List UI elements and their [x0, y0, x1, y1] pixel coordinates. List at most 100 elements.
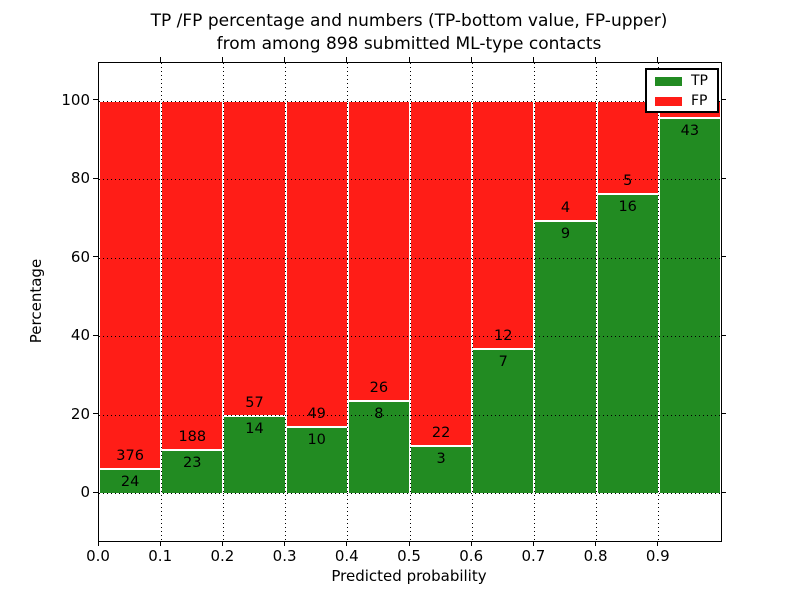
- x-tick-mark: [595, 541, 597, 546]
- bar-count-label-fp: 26: [369, 379, 389, 396]
- x-tick-mark: [470, 541, 472, 546]
- x-tick-mark: [284, 541, 286, 546]
- x-tick-label: 0.1: [148, 547, 173, 565]
- x-tick-mark-top: [284, 57, 286, 62]
- tp-legend-swatch-icon: [655, 77, 682, 86]
- bar-segment-tp: [596, 193, 659, 493]
- x-tick-mark: [532, 541, 534, 546]
- chart-title-line2: from among 898 submitted ML-type contact…: [216, 34, 602, 54]
- bar-segment-tp: [658, 117, 721, 493]
- chart-title-line1: TP /FP percentage and numbers (TP-bottom…: [150, 11, 668, 31]
- gridline-vertical: [471, 63, 473, 541]
- bar-segment-tp: [285, 426, 348, 493]
- x-tick-mark: [346, 541, 348, 546]
- gridline-vertical: [658, 63, 660, 541]
- gridline-vertical: [596, 63, 598, 541]
- bar-count-label-tp: 23: [183, 455, 202, 472]
- bar-count-label-fp: 22: [431, 424, 451, 441]
- bar-count-label-fp: 12: [494, 327, 513, 344]
- x-tick-label: 0.3: [272, 547, 297, 565]
- x-tick-mark: [657, 541, 659, 546]
- y-tick-mark: [93, 99, 98, 100]
- bar-segment-fp: [596, 100, 659, 194]
- bar-count-label-tp: 3: [436, 450, 446, 467]
- bar-segment-tp: [223, 415, 286, 493]
- y-tick-mark-right: [721, 413, 726, 414]
- y-tick-mark-right: [721, 99, 726, 100]
- y-tick-label: 0: [80, 483, 90, 501]
- y-axis-label: Percentage: [27, 258, 45, 344]
- bar-count-label-tp: 24: [120, 474, 140, 491]
- bar-segment-tp: [472, 348, 535, 493]
- x-tick-label: 0.0: [86, 547, 110, 565]
- x-tick-mark-top: [595, 57, 597, 62]
- y-tick-mark: [93, 334, 98, 336]
- y-tick-mark-right: [721, 334, 726, 336]
- x-tick-mark: [97, 541, 99, 546]
- bar-count-label-fp: 376: [116, 448, 144, 465]
- bar-segment-tp: [347, 400, 410, 493]
- bar-segment-tp: [99, 469, 162, 493]
- legend-label-tp: TP: [691, 73, 708, 89]
- bar-segment-fp: [285, 100, 348, 427]
- y-tick-mark: [93, 413, 98, 414]
- bar-count-label-fp: 4: [560, 200, 571, 217]
- gridline-vertical: [409, 63, 411, 541]
- x-tick-label: 0.8: [583, 547, 608, 565]
- bar-segment-tp: [534, 221, 597, 493]
- x-tick-mark-top: [408, 57, 410, 62]
- bar-count-label-fp: 49: [307, 405, 326, 422]
- y-tick-label: 100: [61, 90, 90, 109]
- x-tick-label: 0.5: [397, 547, 421, 565]
- legend-label-fp: FP: [691, 93, 708, 109]
- y-tick-mark-right: [721, 491, 726, 493]
- plot-area: 376 24 188 23 57 14 49 10 26 8 22 3 12 7 4 9 5 16 43: [98, 62, 722, 542]
- bar-segment-fp: [347, 100, 410, 401]
- y-tick-mark-right: [721, 256, 726, 257]
- x-tick-mark-top: [532, 57, 534, 62]
- y-tick-mark: [93, 256, 98, 257]
- bar-count-label-tp: 8: [374, 405, 384, 422]
- bar-count-label-fp: 5: [623, 172, 633, 189]
- gridline-vertical: [347, 63, 349, 541]
- legend-row-fp: FP: [647, 93, 717, 109]
- bar-count-label-tp: 43: [680, 122, 700, 139]
- x-tick-mark-top: [657, 57, 659, 62]
- bar-count-label-fp: 188: [178, 429, 207, 446]
- x-tick-mark-top: [159, 57, 161, 62]
- gridline-vertical: [533, 63, 535, 541]
- x-tick-label: 0.7: [521, 547, 546, 565]
- bar-count-label-tp: 7: [498, 353, 508, 370]
- y-tick-mark: [93, 177, 98, 179]
- bar-segment-fp: [410, 100, 473, 446]
- x-tick-label: 0.6: [459, 547, 484, 565]
- bar-segment-tp: [410, 445, 473, 493]
- x-tick-mark-top: [470, 57, 472, 62]
- bar-count-label-tp: 14: [245, 420, 264, 437]
- bar-count-label-fp: 57: [245, 394, 264, 411]
- y-tick-label: 20: [70, 404, 90, 423]
- y-tick-label: 60: [70, 247, 90, 266]
- bar-count-label-tp: 10: [307, 431, 326, 448]
- fp-legend-swatch-icon: [655, 97, 682, 106]
- gridline-vertical: [222, 63, 224, 541]
- bar-count-label-tp: 16: [618, 198, 637, 215]
- bar-segment-fp: [161, 100, 224, 451]
- x-tick-mark-top: [221, 57, 223, 62]
- x-tick-mark-top: [346, 57, 348, 62]
- y-tick-mark: [93, 491, 98, 493]
- y-tick-label: 40: [70, 326, 90, 344]
- y-tick-label: 80: [70, 169, 90, 187]
- x-tick-label: 0.2: [210, 547, 235, 565]
- bar-segment-tp: [161, 450, 224, 493]
- x-tick-mark: [221, 541, 223, 546]
- x-tick-mark: [408, 541, 410, 546]
- x-axis-label: Predicted probability: [331, 567, 487, 585]
- legend-row-tp: TP: [647, 73, 717, 89]
- legend-box: TP FP: [645, 68, 719, 113]
- x-tick-label: 0.9: [645, 547, 670, 565]
- bar-segment-fp: [99, 100, 162, 470]
- x-tick-label: 0.4: [334, 547, 359, 565]
- y-tick-mark-right: [721, 177, 726, 179]
